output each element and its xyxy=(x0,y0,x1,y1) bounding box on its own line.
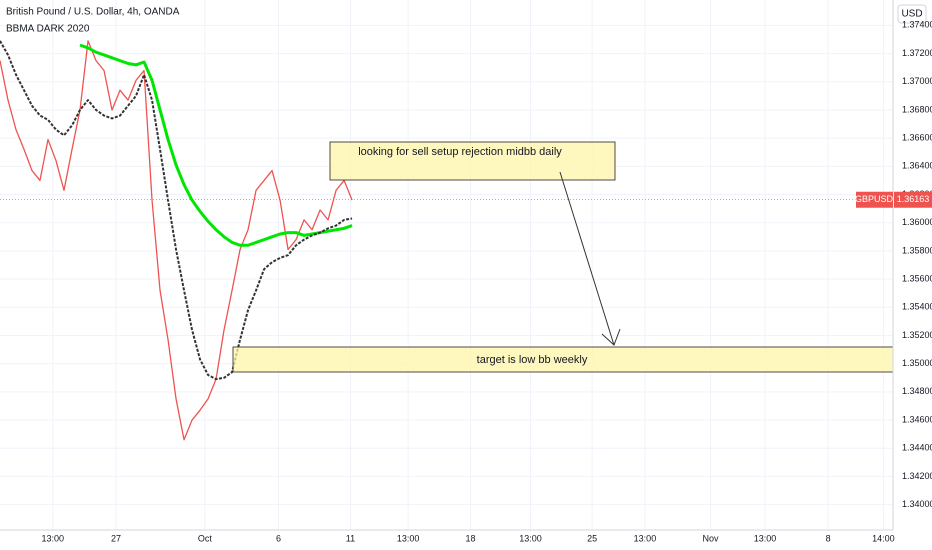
y-tick-label: 1.37400 xyxy=(902,20,932,30)
x-tick-label: 25 xyxy=(587,533,597,543)
currency-box[interactable] xyxy=(897,4,927,24)
y-tick-label: 1.34400 xyxy=(902,443,932,453)
annotation-box xyxy=(329,141,616,181)
x-tick-label: Oct xyxy=(198,533,213,543)
axes: 1.34000 1.34200 1.34400 1.34600 1.34800 1.350… xyxy=(42,20,932,543)
indicator-name: BBMA DARK 2020 xyxy=(6,24,90,35)
x-tick-label: 18 xyxy=(465,533,475,543)
x-tick-label: 8 xyxy=(826,533,831,543)
x-tick-label: 13:00 xyxy=(754,533,777,543)
x-tick-label: 6 xyxy=(276,533,281,543)
annotation-box xyxy=(232,346,894,373)
y-tick-label: 1.36000 xyxy=(902,217,932,227)
y-tick-label: 1.34800 xyxy=(902,386,932,396)
y-tick-label: 1.34600 xyxy=(902,414,932,424)
x-tick-label: 13:00 xyxy=(634,533,657,543)
y-tick-label: 1.35000 xyxy=(902,358,932,368)
x-tick-label: 11 xyxy=(346,533,355,543)
y-tick-label: 1.36800 xyxy=(902,104,932,114)
y-tick-label: 1.37000 xyxy=(902,76,932,86)
arrow xyxy=(559,171,615,346)
y-tick-label: 1.35600 xyxy=(902,273,932,283)
y-tick-label: 1.36400 xyxy=(902,161,932,171)
price-tag xyxy=(894,191,932,208)
y-tick-label: 1.34000 xyxy=(902,499,932,509)
annotation-text: looking for sell setup rejection midbb d… xyxy=(358,146,562,158)
x-tick-label: 13:00 xyxy=(42,533,65,543)
y-tick-label: 1.34200 xyxy=(902,471,932,481)
series-line xyxy=(0,40,353,441)
series-line xyxy=(0,40,353,381)
annotation-text: target is low bb weekly xyxy=(477,354,588,366)
x-tick-label: 13:00 xyxy=(519,533,542,543)
plot xyxy=(0,40,893,441)
chart-title: British Pound / U.S. Dollar, 4h, OANDA xyxy=(6,7,180,18)
currency[interactable]: USD xyxy=(901,9,922,20)
x-tick-label: 14:00 xyxy=(872,533,895,543)
y-tick-label: 1.35200 xyxy=(902,330,932,340)
series-line xyxy=(79,43,353,247)
grid xyxy=(0,0,893,530)
x-tick-label: Nov xyxy=(703,533,720,543)
y-tick-label: 1.35400 xyxy=(902,302,932,312)
x-tick-label: 27 xyxy=(111,533,121,543)
price-label: 1.36163 xyxy=(897,194,930,204)
x-tick-label: 13:00 xyxy=(397,533,420,543)
arrow-head xyxy=(601,328,621,346)
y-tick-label: 1.36600 xyxy=(902,133,932,143)
y-tick-label: 1.35800 xyxy=(902,245,932,255)
symbol-label: GBPUSD xyxy=(855,194,894,204)
symbol-tag xyxy=(856,191,893,208)
y-tick-label: 1.37200 xyxy=(902,48,932,58)
